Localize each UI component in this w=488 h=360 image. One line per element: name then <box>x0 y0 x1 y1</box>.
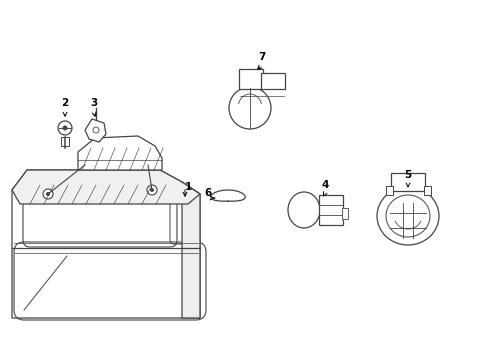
FancyBboxPatch shape <box>385 185 392 194</box>
FancyBboxPatch shape <box>61 137 69 146</box>
Polygon shape <box>182 182 200 318</box>
Circle shape <box>58 121 72 135</box>
Text: 6: 6 <box>204 188 211 198</box>
Text: 3: 3 <box>90 98 98 108</box>
Text: 4: 4 <box>321 180 328 190</box>
Ellipse shape <box>287 192 319 228</box>
Circle shape <box>46 192 50 196</box>
Ellipse shape <box>376 187 438 245</box>
Text: 1: 1 <box>184 182 191 192</box>
FancyBboxPatch shape <box>239 69 263 89</box>
Polygon shape <box>12 170 200 204</box>
Polygon shape <box>85 119 106 142</box>
Circle shape <box>62 126 67 131</box>
FancyBboxPatch shape <box>341 207 347 219</box>
Circle shape <box>147 185 157 195</box>
Text: 5: 5 <box>404 170 411 180</box>
Text: 2: 2 <box>61 98 68 108</box>
Polygon shape <box>78 136 162 170</box>
Polygon shape <box>12 170 200 318</box>
Text: 7: 7 <box>258 52 265 62</box>
FancyBboxPatch shape <box>423 185 429 194</box>
Ellipse shape <box>385 195 429 237</box>
FancyBboxPatch shape <box>318 195 342 225</box>
Circle shape <box>43 189 53 199</box>
Circle shape <box>150 188 154 192</box>
Ellipse shape <box>228 87 270 129</box>
FancyBboxPatch shape <box>261 73 285 89</box>
FancyBboxPatch shape <box>390 173 424 191</box>
